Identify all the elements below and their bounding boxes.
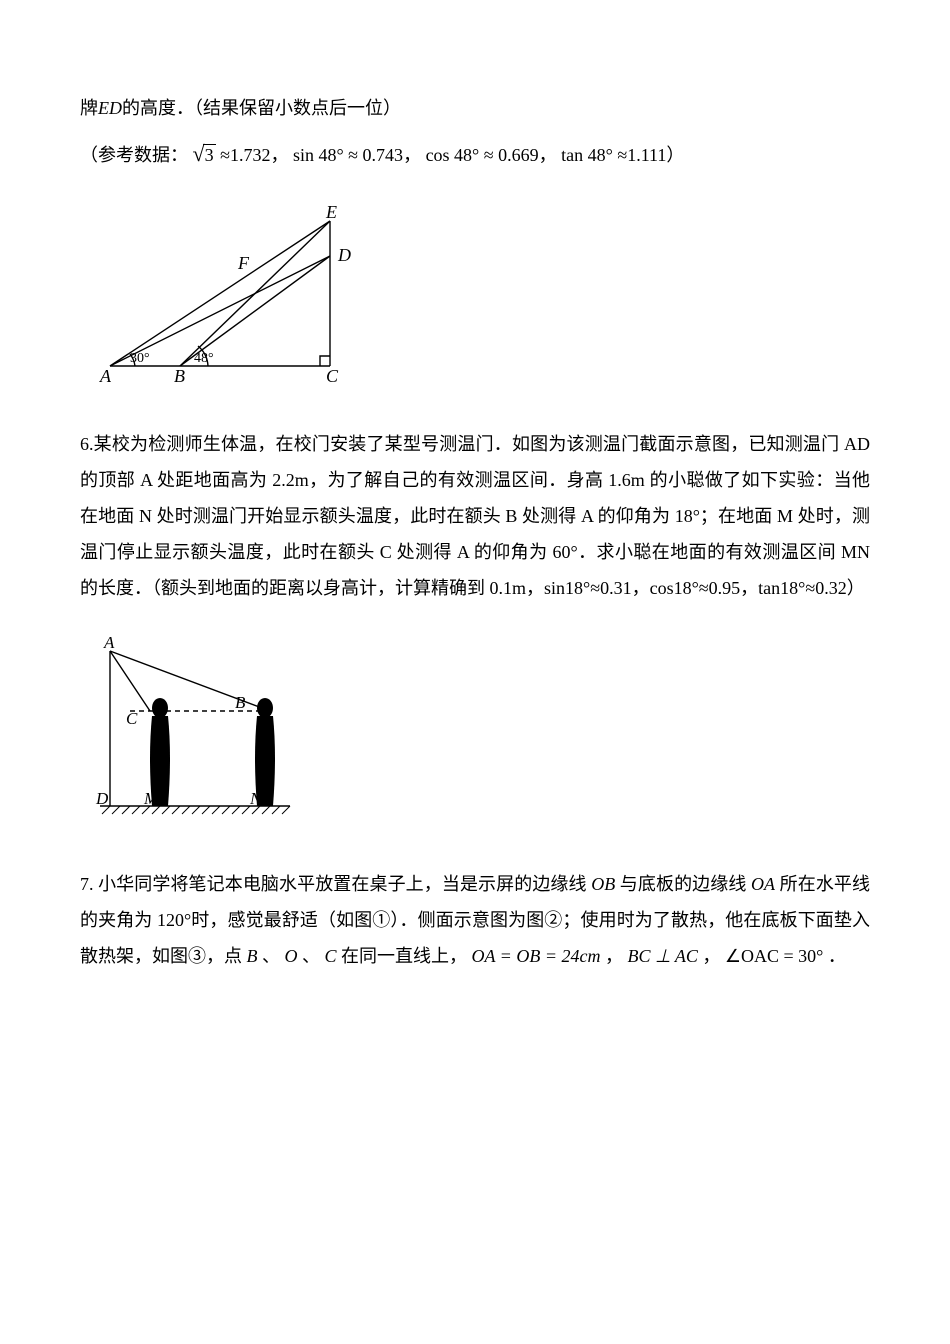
p5-ref-suffix: ） (666, 145, 684, 165)
p6-svg: A B C D M N (90, 636, 300, 826)
p5-refdata: （参考数据： √3 ≈1.732， sin 48° ≈ 0.743， cos 4… (80, 132, 870, 176)
hatch (282, 806, 290, 814)
head-m (152, 698, 168, 718)
hatch (192, 806, 200, 814)
p7-t4b: 、 (302, 946, 320, 966)
line-bd (180, 256, 330, 366)
label-b2: B (235, 693, 246, 712)
p7-o: O (285, 946, 298, 966)
label-a: A (99, 366, 112, 386)
p7-oa: OA (751, 874, 775, 894)
p7-eq3: ∠OAC = 30° (725, 946, 824, 966)
label-f: F (237, 253, 250, 273)
hatch (262, 806, 270, 814)
p7-t4a: 、 (262, 946, 280, 966)
p7-t5: 在同一直线上， (341, 946, 467, 966)
p7-t6a: ， (605, 946, 623, 966)
hatch (122, 806, 130, 814)
p7-t7: ． (828, 946, 846, 966)
p5-line1: 牌ED的高度．（结果保留小数点后一位） (80, 90, 870, 126)
label-d2: D (95, 789, 109, 808)
hatch (202, 806, 210, 814)
label-c: C (326, 366, 339, 386)
p7-t6b: ， (702, 946, 720, 966)
p5-line1-post: 的高度．（结果保留小数点后一位） (122, 98, 401, 118)
p7-c: C (325, 946, 337, 966)
line-be (180, 221, 330, 366)
label-m: M (143, 789, 159, 808)
sep3: ， (539, 145, 557, 165)
head-n (257, 698, 273, 718)
p5-line1-pre: 牌 (80, 98, 98, 118)
hatch (242, 806, 250, 814)
hatch (172, 806, 180, 814)
hatch (182, 806, 190, 814)
hatch (112, 806, 120, 814)
p7-eq1: OA = OB = 24cm (472, 946, 601, 966)
p7-ob: OB (591, 874, 615, 894)
sqrt3-expr: √3 (193, 132, 216, 176)
sep2: ， (403, 145, 421, 165)
p7-b: B (247, 946, 258, 966)
label-n: N (249, 789, 263, 808)
hatch (212, 806, 220, 814)
label-48: 48° (194, 351, 214, 366)
p7-t2: 与底板的边缘线 (620, 874, 747, 894)
hatch (232, 806, 240, 814)
label-a2: A (103, 636, 115, 652)
label-30: 30° (130, 351, 150, 366)
p5-ed: ED (98, 98, 122, 118)
label-e: E (325, 206, 337, 222)
hatch (162, 806, 170, 814)
cos48: cos 48° ≈ 0.669 (426, 145, 539, 165)
p7-eq2: BC ⊥ AC (627, 946, 697, 966)
p5-svg: A B C D E F 30° 48° (90, 206, 370, 386)
p6-figure: A B C D M N (90, 636, 870, 826)
p5-figure: A B C D E F 30° 48° (90, 206, 870, 386)
hatch (222, 806, 230, 814)
p7-t1: 7. 小华同学将笔记本电脑水平放置在桌子上，当是示屏的边缘线 (80, 874, 587, 894)
sqrt3-body: 3 (203, 144, 216, 165)
line-ac2 (110, 651, 150, 711)
hatch (272, 806, 280, 814)
label-d: D (337, 245, 351, 265)
p6-text: 6.某校为检测师生体温，在校门安装了某型号测温门．如图为该测温门截面示意图，已知… (80, 426, 870, 606)
line-ae (110, 221, 330, 366)
hatch (132, 806, 140, 814)
label-c2: C (126, 709, 138, 728)
label-b: B (174, 366, 185, 386)
line-ab2 (110, 651, 270, 711)
p5-ref-prefix: （参考数据： (80, 145, 188, 165)
right-angle (320, 356, 330, 366)
sin48: sin 48° ≈ 0.743 (293, 145, 403, 165)
line-ad (110, 256, 330, 366)
tan48: tan 48° ≈1.111 (561, 145, 666, 165)
sep1: ， (270, 145, 288, 165)
sqrt3-val: ≈1.732 (216, 145, 271, 165)
p7-text: 7. 小华同学将笔记本电脑水平放置在桌子上，当是示屏的边缘线 OB 与底板的边缘… (80, 866, 870, 974)
